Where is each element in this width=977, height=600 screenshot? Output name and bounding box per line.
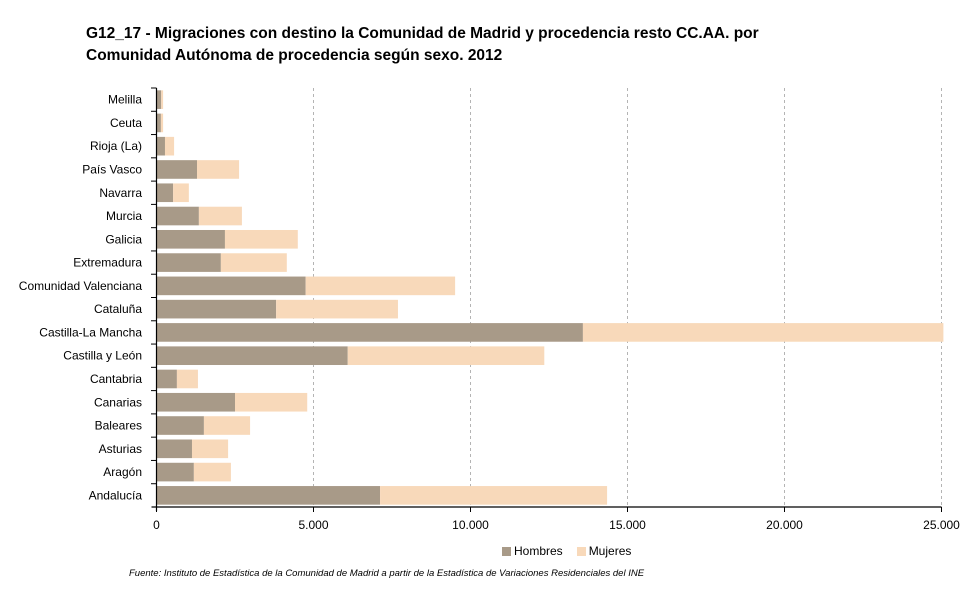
category-label: Andalucía — [89, 488, 143, 502]
category-labels: Melilla Ceuta Rioja (La) País Vasco Navarra M… — [19, 93, 143, 503]
bar-mujeres-2 — [164, 136, 175, 156]
bar-hombres-3 — [156, 160, 198, 179]
category-label: Castilla y León — [63, 349, 142, 363]
category-label: Murcia — [106, 209, 142, 223]
bar-hombres-1 — [156, 113, 161, 133]
category-label: Aragón — [103, 465, 142, 479]
category-label: Cantabria — [90, 372, 142, 386]
gridlines — [313, 88, 942, 507]
category-label: País Vasco — [82, 162, 142, 176]
bar-mujeres-12 — [176, 369, 198, 389]
bar-hombres-12 — [156, 369, 177, 389]
bar-mujeres-9 — [276, 299, 398, 319]
category-label: Canarias — [94, 395, 142, 409]
category-label: Galicia — [105, 232, 142, 246]
category-label: Rioja (La) — [90, 139, 142, 153]
x-tick-label: 25.000 — [923, 518, 960, 532]
category-label: Extremadura — [73, 256, 142, 270]
bar-mujeres-6 — [224, 229, 298, 249]
x-tick-label: 20.000 — [766, 518, 803, 532]
category-label: Ceuta — [110, 116, 142, 130]
chart-title-line-2: Comunidad Autónoma de procedencia según … — [86, 47, 503, 64]
bar-mujeres-11 — [347, 346, 545, 366]
bar-hombres-6 — [156, 229, 225, 249]
legend-item-mujeres: Mujeres — [576, 544, 632, 558]
legend-label-hombres: Hombres — [514, 544, 563, 558]
bar-mujeres-3 — [197, 160, 240, 179]
axes — [151, 87, 942, 512]
bar-hombres-7 — [156, 253, 221, 272]
bar-mujeres-14 — [203, 416, 251, 435]
chart-title-line-1: G12_17 - Migraciones con destino la Comu… — [86, 25, 759, 42]
chart-title: G12_17 - Migraciones con destino la Comu… — [86, 23, 846, 67]
category-label: Comunidad Valenciana — [19, 279, 143, 293]
category-label: Melilla — [108, 93, 142, 107]
legend-swatch-mujeres — [576, 546, 586, 556]
bar-mujeres-16 — [193, 462, 231, 482]
x-tick-label: 10.000 — [452, 518, 489, 532]
bar-hombres-13 — [156, 392, 235, 412]
bar-hombres-5 — [156, 206, 199, 226]
bar-hombres-8 — [156, 276, 306, 296]
bar-mujeres-0 — [161, 90, 164, 109]
source-note: Fuente: Instituto de Estadística de la C… — [129, 568, 645, 579]
x-tick-label: 5.000 — [298, 518, 328, 532]
bar-mujeres-8 — [305, 276, 456, 296]
bar-hombres-9 — [156, 299, 277, 319]
bars — [156, 90, 944, 505]
bar-hombres-15 — [156, 439, 192, 459]
bar-hombres-0 — [156, 90, 162, 109]
bar-hombres-4 — [156, 183, 174, 203]
bar-mujeres-10 — [582, 323, 944, 342]
bar-mujeres-7 — [220, 253, 287, 272]
x-tick-label: 15.000 — [609, 518, 646, 532]
bar-hombres-11 — [156, 346, 348, 366]
bar-mujeres-13 — [235, 392, 308, 412]
legend-label-mujeres: Mujeres — [588, 544, 632, 558]
category-label: Cataluña — [94, 302, 142, 316]
x-tick-label: 0 — [153, 518, 160, 532]
bar-mujeres-15 — [191, 439, 229, 459]
bar-mujeres-4 — [173, 183, 189, 203]
bar-hombres-17 — [156, 486, 381, 505]
legend-swatch-hombres — [502, 546, 511, 556]
category-label: Baleares — [95, 419, 142, 433]
category-label: Castilla-La Mancha — [39, 325, 142, 339]
bar-hombres-14 — [156, 416, 204, 435]
legend: Hombres Mujeres — [502, 544, 645, 558]
bar-mujeres-5 — [198, 206, 242, 226]
category-label: Asturias — [99, 442, 142, 456]
x-tick-labels: 0 5.000 10.000 15.000 20.000 25.000 — [153, 518, 960, 532]
bar-hombres-10 — [156, 323, 583, 342]
bar-mujeres-1 — [160, 113, 164, 133]
bar-hombres-2 — [156, 136, 165, 156]
category-label: Navarra — [99, 186, 142, 200]
bar-mujeres-17 — [380, 486, 608, 505]
bar-hombres-16 — [156, 462, 194, 482]
legend-item-hombres: Hombres — [502, 544, 563, 558]
